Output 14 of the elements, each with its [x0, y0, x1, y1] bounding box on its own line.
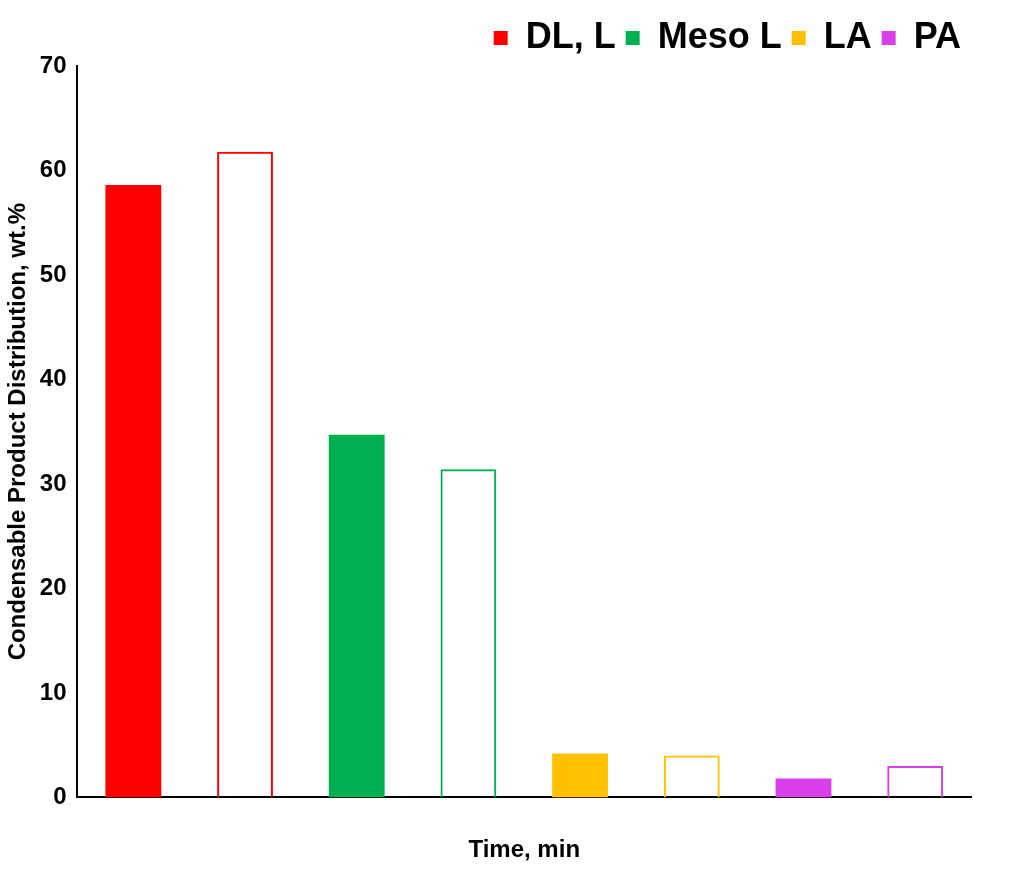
legend-label: PA	[913, 14, 962, 56]
y-tick-label: 0	[53, 782, 67, 810]
y-tick-label: 70	[39, 50, 67, 78]
y-tick-label: 60	[39, 155, 67, 183]
legend-label: Meso L	[657, 14, 782, 56]
legend-label: DL, L	[525, 14, 616, 56]
y-axis-title: Condensable Product Distribution, wt.%	[3, 203, 31, 661]
y-tick-label: 20	[39, 573, 67, 601]
legend-label: LA	[823, 14, 872, 56]
y-tick-label: 40	[39, 364, 67, 392]
y-tick-label: 50	[39, 259, 67, 287]
x-axis-title: Time, min	[468, 835, 581, 863]
y-tick-label: 10	[39, 677, 67, 705]
y-tick-label: 30	[39, 468, 67, 496]
